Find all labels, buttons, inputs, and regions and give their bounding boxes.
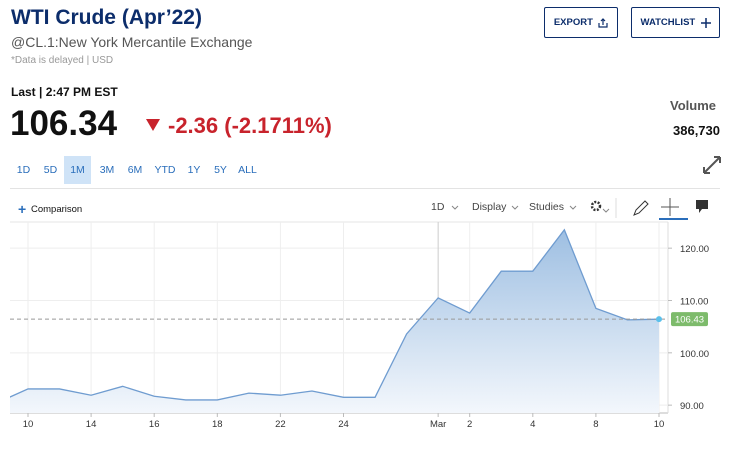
range-button[interactable]: 1Y xyxy=(187,164,201,176)
down-arrow xyxy=(146,119,160,131)
range-button[interactable]: YTD xyxy=(154,164,176,176)
toolbar-icons xyxy=(451,198,708,220)
x-tick-label: 16 xyxy=(149,419,160,430)
y-tick-label: 100.00 xyxy=(680,349,709,360)
volume: 386,730 xyxy=(673,123,720,138)
watchlist-text: WATCHLIST xyxy=(640,17,696,28)
comparison-plus[interactable]: + xyxy=(18,201,27,217)
range-button[interactable]: 6M xyxy=(127,164,143,176)
x-tick-label: 24 xyxy=(338,419,349,430)
x-tick-label: 10 xyxy=(23,419,34,430)
y-tick-label: 120.00 xyxy=(680,244,709,255)
delay-note: *Data is delayed | USD xyxy=(11,55,114,66)
x-tick-label: Mar xyxy=(430,419,446,430)
range-button[interactable]: 5Y xyxy=(214,164,227,176)
range-button[interactable]: 1M xyxy=(64,156,91,184)
x-tick-label: 10 xyxy=(654,419,665,430)
change: -2.36 (-2.1711%) xyxy=(168,113,332,138)
x-tick-label: 4 xyxy=(530,419,535,430)
x-tick-label: 2 xyxy=(467,419,472,430)
watchlist-button[interactable]: WATCHLIST xyxy=(631,7,720,38)
range-button[interactable]: 1D xyxy=(16,164,31,176)
symbol: @CL.1:New York Mercantile Exchange xyxy=(11,34,253,50)
interval[interactable]: 1D xyxy=(431,201,445,213)
plus-icon xyxy=(700,17,711,28)
range-button[interactable]: ALL xyxy=(238,164,257,176)
line xyxy=(10,228,660,401)
export-button[interactable]: EXPORT xyxy=(544,7,618,38)
volume-label: Volume xyxy=(670,98,716,113)
last-label: Last | 2:47 PM EST xyxy=(11,85,118,99)
range-button[interactable]: 3M xyxy=(99,164,115,176)
price: 106.34 xyxy=(10,104,118,143)
divider xyxy=(10,188,720,189)
x-tick-label: 14 xyxy=(86,419,97,430)
area-fill xyxy=(10,229,659,413)
expand-icon[interactable] xyxy=(702,155,722,175)
x-tick-label: 22 xyxy=(275,419,286,430)
range-button[interactable]: 5D xyxy=(43,164,58,176)
last-point xyxy=(656,316,662,323)
comparison[interactable]: Comparison xyxy=(31,204,83,215)
title: WTI Crude (Apr’22) xyxy=(11,6,202,29)
last-price-tag xyxy=(671,312,708,327)
export-icon xyxy=(598,17,608,28)
x-tick-label: 8 xyxy=(593,419,598,430)
y-tick-label: 110.00 xyxy=(680,296,708,307)
y-tick-label: 90.00 xyxy=(680,401,704,412)
last-price-label: 106.43 xyxy=(675,315,704,326)
x-tick-label: 18 xyxy=(212,419,223,430)
plot xyxy=(10,228,660,413)
studies[interactable]: Studies xyxy=(529,201,565,213)
display[interactable]: Display xyxy=(472,201,507,213)
export-text: EXPORT xyxy=(553,17,593,28)
